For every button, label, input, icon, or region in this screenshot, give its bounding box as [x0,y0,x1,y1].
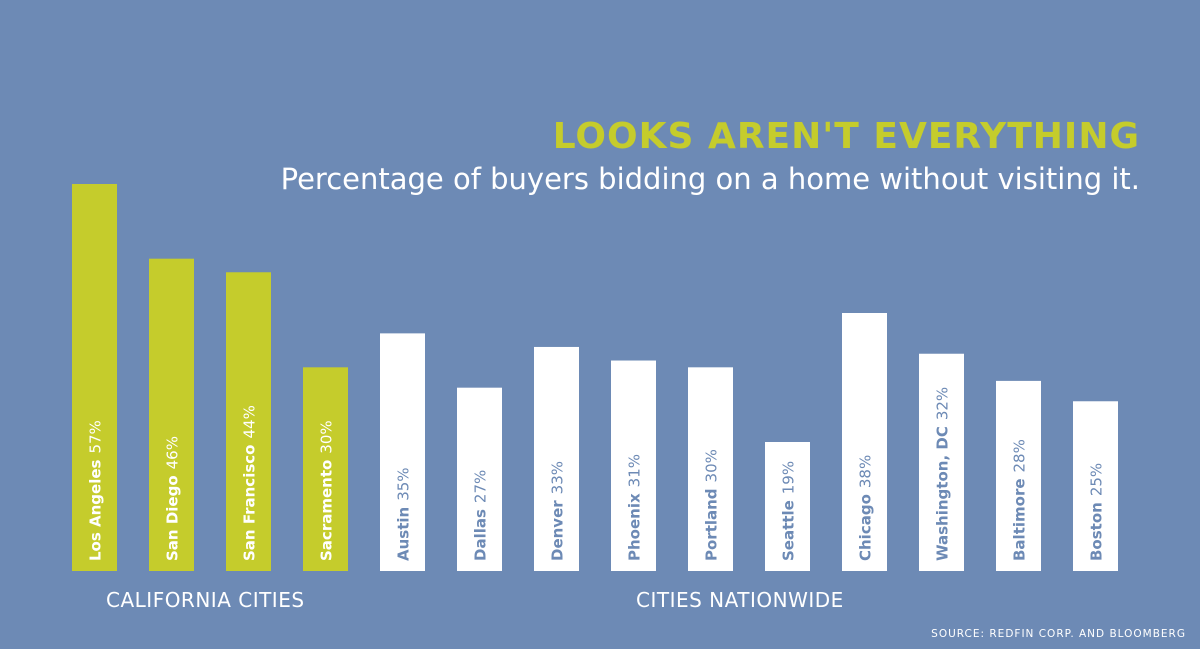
bar-dallas [457,387,502,571]
bar-label-city: San Francisco [241,445,259,561]
bar-label-value: 31% [626,454,644,487]
bar-label-value: 35% [395,467,413,500]
bar-san-francisco [226,272,271,571]
bar-label-city: Washington, DC [934,426,952,561]
bar-los-angeles [72,184,117,571]
bar-label: Portland 30% [703,449,721,561]
bar-label-value: 30% [318,420,336,453]
bar-label: Boston 25% [1088,463,1106,561]
bar-label: Baltimore 28% [1011,439,1029,561]
bar-label: Chicago 38% [857,455,875,561]
bar-label-city: Baltimore [1011,478,1029,561]
bar-sacramento [303,367,348,571]
bar-boston [1073,401,1118,571]
bar-label-city: Austin [395,507,413,561]
bar-label-city: Boston [1088,502,1106,561]
bar-label: San Diego 46% [164,436,182,561]
bar-label-value: 25% [1088,463,1106,496]
bar-seattle [765,442,810,571]
bar-label-value: 33% [549,461,567,494]
bar-label-city: Phoenix [626,493,644,561]
bar-label-city: Seattle [780,500,798,561]
bar-label: Seattle 19% [780,461,798,561]
bar-label: Dallas 27% [472,470,490,561]
bar-label-value: 30% [703,449,721,482]
chart-subtitle: Percentage of buyers bidding on a home w… [280,162,1140,196]
bar-label-city: Dallas [472,509,490,561]
bar-label-city: Portland [703,488,721,561]
group-label-california: CALIFORNIA CITIES [106,588,305,612]
bar-label: Sacramento 30% [318,420,336,561]
bar-label-value: 32% [934,387,952,420]
bar-washington-dc [919,353,964,571]
bar-label-value: 19% [780,461,798,494]
bar-label-value: 46% [164,436,182,469]
group-label-nationwide: CITIES NATIONWIDE [636,588,844,612]
bar-label: Austin 35% [395,467,413,561]
bar-label-city: Sacramento [318,460,336,561]
bar-label-city: Chicago [857,494,875,561]
chart-title: LOOKS AREN'T EVERYTHING [552,116,1140,157]
bar-baltimore [996,380,1041,571]
bar-label-value: 27% [472,470,490,503]
bar-label: Phoenix 31% [626,454,644,561]
bar-labels-group: Los Angeles 57% San Diego 46% San Francisco 4… [87,387,1106,561]
bar-label-value: 28% [1011,439,1029,472]
source-note: SOURCE: REDFIN CORP. AND BLOOMBERG [931,628,1186,640]
bar-label-value: 57% [87,420,105,453]
bar-label-city: Los Angeles [87,459,105,561]
bar-chicago [842,313,887,571]
bar-label-value: 38% [857,455,875,488]
bar-san-diego [149,258,194,571]
bar-label: Washington, DC 32% [934,387,952,561]
bars-group [72,184,1118,571]
bar-denver [534,346,579,571]
bar-austin [380,333,425,571]
bar-label: San Francisco 44% [241,405,259,561]
bar-label-value: 44% [241,405,259,438]
bar-label: Denver 33% [549,461,567,561]
bar-label-city: Denver [549,500,567,561]
bar-phoenix [611,360,656,571]
bar-label-city: San Diego [164,475,182,561]
bar-portland [688,367,733,571]
bar-label: Los Angeles 57% [87,420,105,561]
